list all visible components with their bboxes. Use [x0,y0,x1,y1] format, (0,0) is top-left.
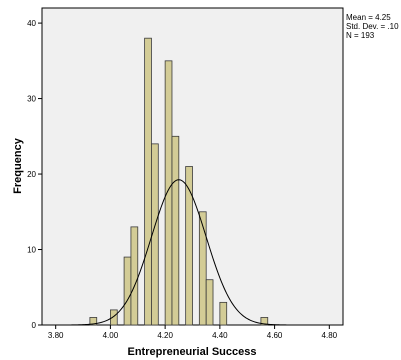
x-tick-label: 4.20 [157,331,173,340]
histogram-bar [164,60,173,326]
y-tick-label: 10 [27,246,36,255]
histogram-bar [130,226,139,326]
histogram-bar [260,317,269,326]
x-tick-label: 3.80 [48,331,64,340]
histogram-bar [89,317,98,326]
axes-group: 3.80 4.00 4.20 4.40 4.60 4.80 0 10 20 30 40 [27,19,338,340]
x-tick-label: 4.40 [212,331,228,340]
histogram-bar [219,301,228,326]
stats-n: N = 193 [346,31,375,40]
histogram-bar [185,166,193,326]
stats-sd: Std. Dev. = .10 [346,22,399,31]
x-tick-label: 4.00 [103,331,119,340]
histogram-bar [205,279,214,326]
x-tick-label: 4.80 [322,331,338,340]
normal-curve [42,179,343,326]
histogram-bar [144,37,152,326]
stats-mean: Mean = 4.25 [346,13,391,22]
histogram-bar [123,256,132,326]
histogram-bar [151,143,159,326]
y-tick-label: 20 [27,170,36,179]
histogram-bar [110,309,118,326]
y-tick-label: 40 [27,19,36,28]
x-axis-label: Entrepreneurial Success [127,346,256,358]
histogram-bar [198,211,207,326]
y-tick-label: 0 [32,321,37,330]
histogram-bar [171,135,180,326]
x-tick-label: 4.60 [267,331,283,340]
y-axis-label: Frequency [12,137,24,194]
bars-group [89,37,269,326]
stats-box: Mean = 4.25 Std. Dev. = .10 N = 193 [346,13,399,40]
y-tick-label: 30 [27,95,36,104]
